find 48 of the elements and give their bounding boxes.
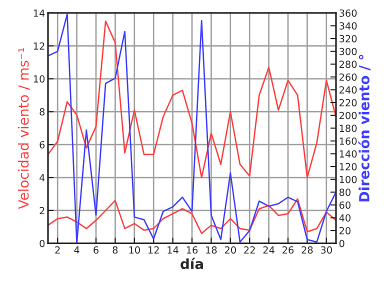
y2-tick-label: 200	[339, 112, 357, 120]
y-axis-title: Velocidad viento / ms⁻¹	[18, 48, 30, 210]
y2-tick-label: 360	[340, 9, 357, 17]
x-tick-label: 20	[224, 246, 236, 254]
y2-tick-label: 120	[340, 163, 357, 170]
x-tick-label: 18	[206, 246, 217, 254]
x-tick-label: 12	[148, 246, 159, 254]
x-tick-label: 16	[186, 246, 198, 254]
x-tick-label: 14	[168, 246, 178, 254]
y2-tick-label: 140	[340, 150, 357, 158]
x-axis-title: día	[180, 258, 203, 270]
x-tick-label: 4	[74, 246, 80, 254]
y2-tick-label: 180	[340, 124, 357, 132]
line-series	[48, 198, 336, 234]
y2-tick-label: 240	[339, 86, 357, 94]
y2-tick-label: 20	[339, 227, 351, 234]
x-tick-label: 28	[302, 246, 313, 254]
y-tick-label: 14	[34, 10, 45, 17]
y-tick-label: 4	[40, 174, 45, 182]
line-series	[48, 20, 336, 178]
y2-tick-label: 160	[340, 137, 357, 145]
x-tick-label: 30	[320, 246, 332, 254]
y2-tick-label: 300	[340, 48, 357, 56]
y2-tick-label: 60	[339, 201, 351, 209]
y2-tick-label: 0	[339, 240, 344, 248]
x-tick-label: 22	[244, 246, 255, 254]
y2-tick-label: 220	[339, 99, 357, 106]
y-tick-label: 12	[34, 42, 44, 50]
line-series	[48, 14, 336, 244]
y-tick-label: 6	[40, 141, 45, 148]
x-tick-label: 24	[263, 246, 274, 254]
y2-axis-title: Dirección viento / °	[358, 54, 371, 202]
y2-tick-label: 320	[340, 35, 357, 42]
x-tick-label: 10	[129, 246, 140, 254]
y2-tick-label: 100	[340, 176, 357, 184]
y-tick-label: 8	[40, 108, 45, 116]
y2-tick-label: 340	[340, 22, 357, 30]
y-tick-label: 0	[40, 240, 45, 248]
y2-tick-label: 40	[339, 214, 351, 222]
x-tick-label: 8	[112, 246, 118, 254]
x-tick-label: 2	[55, 246, 60, 254]
x-tick-label: 26	[282, 246, 294, 254]
y2-tick-label: 260	[339, 73, 357, 81]
y-tick-label: 2	[40, 206, 44, 214]
y2-tick-label: 280	[339, 60, 357, 68]
y2-tick-label: 80	[339, 188, 351, 196]
y-tick-label: 10	[34, 75, 45, 83]
x-tick-label: 6	[94, 246, 98, 254]
